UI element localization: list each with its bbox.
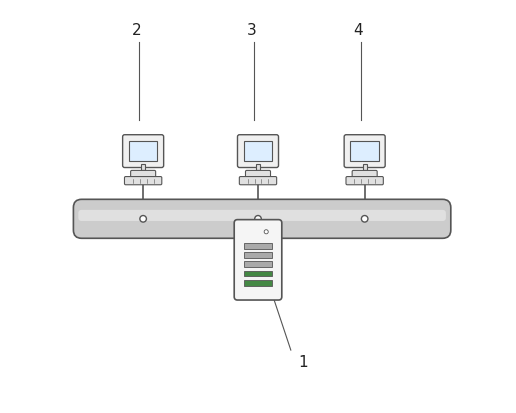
Circle shape	[264, 230, 268, 234]
Bar	[363, 164, 367, 172]
Circle shape	[361, 216, 368, 222]
Bar	[256, 164, 260, 172]
Text: 2: 2	[132, 23, 142, 38]
Bar	[244, 243, 272, 249]
FancyBboxPatch shape	[239, 176, 277, 185]
Text: 3: 3	[247, 23, 257, 38]
Circle shape	[140, 216, 147, 222]
FancyBboxPatch shape	[234, 220, 282, 300]
Bar	[350, 141, 379, 161]
Bar	[244, 271, 272, 276]
FancyBboxPatch shape	[131, 171, 156, 178]
Circle shape	[255, 238, 261, 244]
FancyBboxPatch shape	[78, 210, 446, 221]
FancyBboxPatch shape	[344, 135, 385, 168]
FancyBboxPatch shape	[346, 176, 383, 185]
Bar	[244, 141, 272, 161]
Text: 1: 1	[298, 355, 308, 370]
FancyBboxPatch shape	[123, 135, 164, 168]
FancyBboxPatch shape	[352, 171, 377, 178]
Bar	[244, 252, 272, 258]
FancyBboxPatch shape	[124, 176, 162, 185]
Text: 4: 4	[353, 23, 363, 38]
Circle shape	[255, 216, 261, 222]
FancyBboxPatch shape	[237, 135, 279, 168]
Bar	[244, 261, 272, 267]
Bar	[244, 280, 272, 286]
Bar	[141, 164, 145, 172]
FancyBboxPatch shape	[246, 171, 270, 178]
FancyBboxPatch shape	[73, 199, 451, 238]
Bar	[129, 141, 157, 161]
